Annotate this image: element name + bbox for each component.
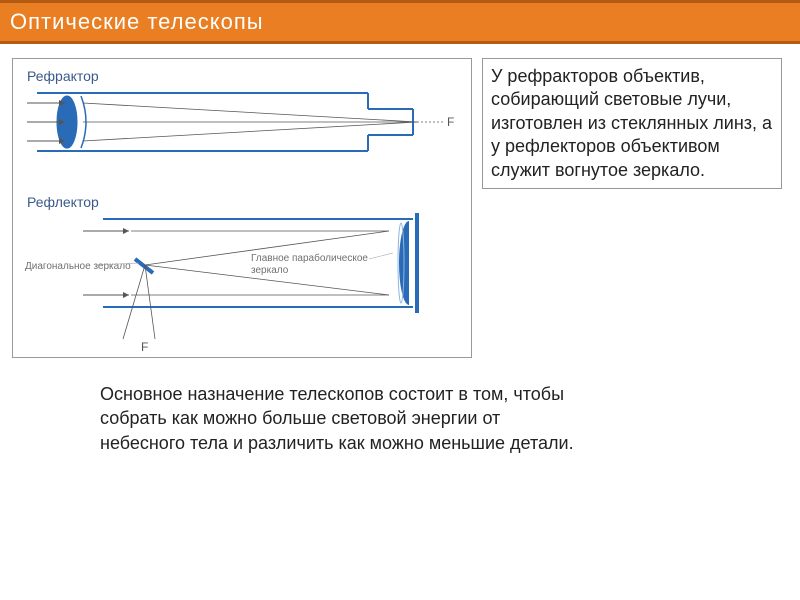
svg-text:Главное параболическое: Главное параболическое — [251, 252, 368, 264]
svg-text:F: F — [447, 115, 454, 129]
svg-text:Рефлектор: Рефлектор — [27, 194, 99, 210]
svg-text:Рефрактор: Рефрактор — [27, 68, 99, 84]
svg-text:зеркало: зеркало — [251, 265, 289, 276]
page-title: Оптические телескопы — [10, 9, 264, 35]
slide-header: Оптические телескопы — [0, 0, 800, 44]
svg-text:F: F — [141, 340, 148, 354]
side-description: У рефракторов объектив, собирающий свето… — [482, 58, 782, 189]
bottom-description: Основное назначение телескопов состоит в… — [100, 382, 580, 455]
svg-text:Диагональное зеркало: Диагональное зеркало — [25, 261, 131, 272]
content-row: Рефрактор F Рефлектор F Диагональное зеркало… — [0, 44, 800, 358]
telescope-diagram: Рефрактор F Рефлектор F Диагональное зеркало… — [12, 58, 472, 358]
